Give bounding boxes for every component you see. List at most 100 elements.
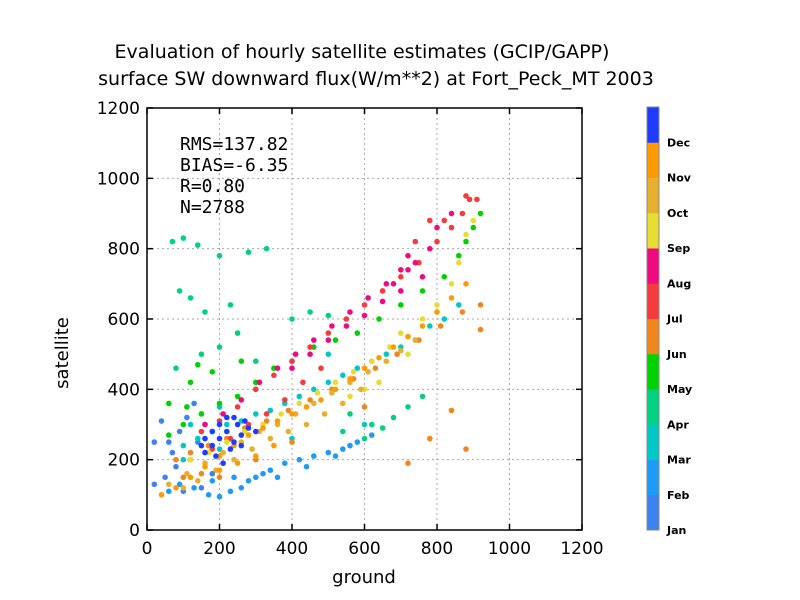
data-point: [369, 421, 375, 428]
colorbar-label: Feb: [667, 489, 690, 502]
data-point: [405, 267, 411, 273]
data-point: [267, 435, 274, 442]
data-point: [253, 474, 259, 481]
data-point: [253, 411, 259, 417]
data-point: [151, 481, 158, 488]
data-point: [405, 252, 411, 259]
data-point: [463, 446, 469, 452]
data-point: [176, 288, 183, 294]
data-point: [456, 259, 462, 266]
data-point: [176, 481, 183, 488]
data-point: [332, 453, 339, 459]
data-point: [325, 330, 332, 336]
chart-subtitle: surface SW downward flux(W/m**2) at Fort…: [98, 68, 654, 90]
data-point: [350, 369, 357, 375]
x-tick-label: 400: [276, 539, 308, 559]
data-point: [419, 316, 426, 322]
data-point: [158, 492, 165, 498]
data-point: [180, 235, 187, 241]
data-point: [263, 411, 270, 417]
data-point: [166, 439, 172, 445]
data-point: [419, 393, 426, 400]
data-point: [166, 488, 172, 495]
data-point: [195, 242, 201, 248]
data-point: [379, 425, 386, 431]
data-point: [151, 439, 158, 445]
x-tick-label: 200: [203, 539, 235, 559]
data-point: [329, 323, 335, 329]
data-point: [216, 446, 223, 452]
stat-n: N=2788: [180, 197, 245, 218]
colorbar-label: Oct: [667, 207, 688, 220]
data-point: [209, 478, 216, 484]
data-point: [296, 456, 303, 463]
data-point: [234, 404, 241, 410]
stat-bias: BIAS=-6.35: [180, 155, 288, 176]
data-point: [253, 386, 259, 393]
data-point: [307, 351, 313, 358]
data-point: [180, 421, 187, 428]
data-point: [354, 330, 361, 336]
data-point: [379, 288, 386, 294]
data-point: [253, 453, 259, 459]
data-point: [253, 428, 259, 435]
x-tick-label: 0: [142, 539, 153, 559]
gridlines: [147, 108, 582, 530]
data-point: [209, 470, 216, 477]
data-point: [253, 358, 259, 365]
data-point: [361, 365, 368, 372]
data-point: [238, 442, 245, 449]
data-point: [448, 281, 455, 287]
data-point: [166, 400, 172, 407]
data-point: [158, 418, 165, 424]
colorbar-legend: Jan Feb Mar Apr May Jun Jul Aug Sep Oct Nov Dec: [646, 106, 692, 537]
y-tick-label: 0: [129, 521, 140, 541]
data-point: [343, 323, 350, 329]
data-point: [365, 369, 371, 375]
data-point: [463, 193, 469, 199]
data-point: [271, 372, 277, 379]
data-point: [213, 453, 219, 459]
data-points: [151, 193, 484, 500]
data-point: [173, 485, 179, 491]
x-tick-label: 1000: [488, 539, 531, 559]
data-point: [198, 411, 205, 417]
colorbar-swatch: [647, 177, 659, 214]
data-point: [191, 485, 197, 491]
data-point: [227, 446, 234, 452]
data-point: [274, 474, 281, 481]
data-point: [318, 365, 324, 372]
data-point: [470, 224, 477, 231]
data-point: [180, 442, 187, 449]
data-point: [187, 456, 194, 463]
data-point: [412, 238, 419, 245]
data-point: [434, 238, 440, 245]
colorbar-swatch: [647, 389, 659, 425]
data-point: [347, 411, 353, 417]
data-point: [303, 421, 310, 428]
data-point: [289, 411, 295, 417]
data-point: [220, 460, 226, 467]
data-point: [325, 351, 332, 358]
data-point: [361, 435, 368, 442]
data-point: [347, 442, 353, 449]
data-point: [383, 281, 390, 287]
data-point: [398, 288, 404, 294]
data-point: [477, 210, 484, 217]
y-tick-label: 800: [108, 240, 140, 260]
data-point: [354, 365, 361, 372]
data-point: [173, 365, 179, 372]
data-point: [470, 217, 477, 224]
data-point: [234, 330, 241, 336]
data-point: [187, 379, 194, 386]
data-point: [180, 474, 187, 481]
data-point: [361, 312, 368, 319]
y-tick-label: 1000: [97, 169, 140, 189]
data-point: [202, 309, 208, 315]
colorbar-label: Aug: [667, 277, 691, 290]
data-point: [169, 238, 176, 245]
data-point: [245, 478, 252, 484]
colorbar-label: Sep: [667, 242, 690, 255]
data-point: [456, 252, 462, 259]
data-point: [289, 439, 295, 445]
